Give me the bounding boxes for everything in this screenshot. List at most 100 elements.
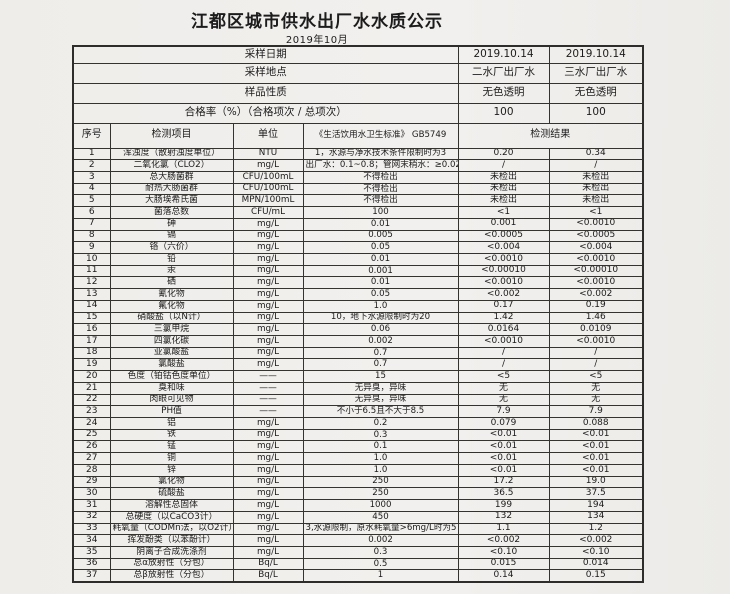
row-number: 10 [72,252,111,266]
result-plant3: <5 [548,370,644,383]
row-number: 29 [72,475,111,489]
unit: mg/L [232,159,304,172]
parameter-name: 硫酸盐 [109,487,234,501]
standard-limit: 3,水源限制，原水耗氧量>6mg/L时为5 [302,522,459,536]
result-plant2: <0.004 [457,241,550,254]
col-header-no: 序号 [72,122,111,149]
unit: mg/L [232,217,304,231]
table-row: 6 菌落总数 CFU/mL 100 <1 <1 [72,206,644,219]
row-number: 37 [72,569,111,583]
unit: mg/L [232,499,304,512]
table-row: 21 臭和味 —— 无异臭，异味无无 [72,381,644,395]
unit: mg/L [232,229,304,243]
parameter-name: 锰 [109,440,234,454]
standard-limit: 不得检出 [302,182,459,196]
result-plant3: 7.9 [548,405,644,419]
table-row: 5 大肠埃希氏菌 MPN/100mL 不得检出 未检出 未检出 [72,194,644,208]
table-row: 12 硒 mg/L 0.01 <0.0010 <0.0010 [72,276,644,290]
parameter-name: 溶解性总固体 [109,499,234,512]
result-plant3: <0.0005 [548,229,644,243]
standard-limit: 0.7 [302,358,459,372]
table-row: 14 氟化物 mg/L 1.0 0.17 0.19 [72,299,644,313]
standard-limit: 1.0 [302,463,459,477]
result-plant3: 0.15 [548,569,644,583]
result-plant3: <0.0010 [548,276,644,290]
row-number: 28 [72,463,111,477]
result-plant2: 0.20 [457,147,550,161]
standard-limit: 无异臭，异味 [302,381,459,395]
unit: mg/L [232,510,304,524]
standard-limit: 0.005 [302,229,459,243]
sampling-date-label: 采样日期 [72,45,459,64]
result-plant2: 未检出 [457,194,550,208]
standard-limit: 0.002 [302,534,459,547]
unit: mg/L [232,487,304,501]
table-row: 25 铁 mg/L 0.3 <0.01 <0.01 [72,428,644,442]
result-plant3: <1 [548,206,644,219]
unit: —— [232,405,304,419]
parameter-name: 镉 [109,229,234,243]
col-header-result: 检测结果 [457,122,644,149]
parameter-name: 锌 [109,463,234,477]
water-quality-table: 采样日期 2019.10.14 2019.10.14 采样地点 二水厂出厂水 三… [72,45,644,583]
table-row: 10 铅 mg/L 0.01 <0.0010 <0.0010 [72,252,644,266]
result-plant3: <0.01 [548,463,644,477]
row-number: 15 [72,311,111,325]
row-number: 25 [72,428,111,442]
result-plant2: <0.01 [457,440,550,454]
table-row: 30 硫酸盐 mg/L 250 36.5 37.5 [72,487,644,501]
unit: mg/L [232,452,304,465]
result-plant2: 36.5 [457,487,550,501]
parameter-name: 阴离子合成洗涤剂 [109,545,234,559]
result-plant3: <0.0010 [548,217,644,231]
unit: mg/L [232,522,304,536]
unit: MPN/100mL [232,194,304,208]
result-plant3: <0.002 [548,288,644,301]
parameter-name: 菌落总数 [109,206,234,219]
table-row: 3 总大肠菌群 CFU/100mL 不得检出 未检出 未检出 [72,170,644,184]
result-plant2: / [457,346,550,360]
unit: mg/L [232,241,304,254]
unit: mg/L [232,358,304,372]
table-row: 样品性质 无色透明 无色透明 [72,82,644,104]
unit: mg/L [232,475,304,489]
standard-limit: 100 [302,206,459,219]
result-plant3: 0.34 [548,147,644,161]
result-plant2: 无 [457,393,550,407]
result-plant2: 0.001 [457,217,550,231]
result-plant2: 未检出 [457,182,550,196]
result-plant3: 37.5 [548,487,644,501]
result-plant2: 0.14 [457,569,550,583]
parameter-name: 氟化物 [109,299,234,313]
unit: mg/L [232,440,304,454]
standard-limit: 0.7 [302,346,459,360]
table-row: 13 氰化物 mg/L 0.05 <0.002 <0.002 [72,288,644,301]
standard-limit: 不得检出 [302,170,459,184]
row-number: 5 [72,194,111,208]
unit: CFU/100mL [232,170,304,184]
parameter-name: 耐热大肠菌群 [109,182,234,196]
standard-limit: 0.01 [302,217,459,231]
sample-property-plant3: 无色透明 [548,82,644,104]
row-number: 13 [72,288,111,301]
row-number: 18 [72,346,111,360]
sampling-date-plant2: 2019.10.14 [457,45,550,64]
row-number: 6 [72,206,111,219]
result-plant2: <0.0010 [457,335,550,348]
result-plant3: 0.088 [548,417,644,430]
unit: —— [232,370,304,383]
result-plant2: 7.9 [457,405,550,419]
standard-limit: 0.05 [302,241,459,254]
parameter-name: 氯酸盐 [109,358,234,372]
row-number: 33 [72,522,111,536]
unit: mg/L [232,335,304,348]
row-number: 9 [72,241,111,254]
unit: mg/L [232,288,304,301]
table-row: 31 溶解性总固体 mg/L 1000 199 194 [72,499,644,512]
row-number: 11 [72,264,111,278]
row-number: 23 [72,405,111,419]
table-row: 采样地点 二水厂出厂水 三水厂出厂水 [72,62,644,84]
standard-limit: 0.1 [302,440,459,454]
result-plant2: <0.0010 [457,252,550,266]
